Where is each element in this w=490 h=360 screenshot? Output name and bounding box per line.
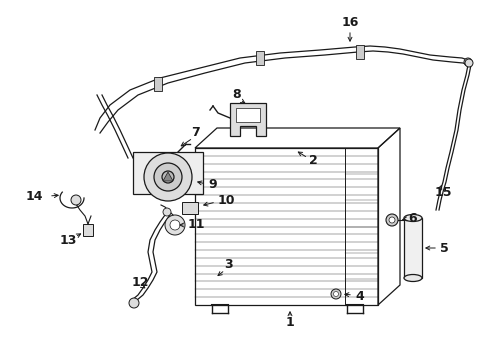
- Text: 3: 3: [224, 258, 232, 271]
- Circle shape: [129, 298, 139, 308]
- Bar: [154, 77, 162, 91]
- Circle shape: [464, 58, 472, 66]
- Ellipse shape: [404, 215, 422, 221]
- Bar: [83, 224, 93, 236]
- Circle shape: [154, 163, 182, 191]
- Text: 6: 6: [408, 211, 416, 225]
- Circle shape: [71, 195, 81, 205]
- Text: 10: 10: [218, 194, 236, 207]
- Text: 12: 12: [132, 275, 149, 288]
- Circle shape: [162, 171, 174, 183]
- Circle shape: [331, 289, 341, 299]
- Circle shape: [170, 220, 180, 230]
- Polygon shape: [230, 103, 266, 136]
- Bar: [404, 218, 422, 278]
- Text: 16: 16: [342, 15, 359, 28]
- Text: 7: 7: [191, 126, 199, 139]
- Ellipse shape: [404, 274, 422, 282]
- Bar: [182, 202, 198, 214]
- Text: 2: 2: [309, 153, 318, 166]
- Bar: [356, 45, 364, 59]
- Text: 14: 14: [25, 190, 43, 203]
- Polygon shape: [163, 172, 173, 181]
- Circle shape: [165, 215, 185, 235]
- Bar: [236, 108, 260, 122]
- Text: 11: 11: [188, 219, 205, 231]
- Text: 4: 4: [355, 289, 364, 302]
- Bar: [256, 51, 264, 65]
- Text: 13: 13: [59, 234, 77, 247]
- Circle shape: [163, 208, 171, 216]
- Text: 1: 1: [286, 315, 294, 328]
- Circle shape: [465, 59, 473, 67]
- Text: 15: 15: [435, 186, 452, 199]
- Circle shape: [389, 217, 395, 223]
- Text: 8: 8: [233, 89, 241, 102]
- Circle shape: [386, 214, 398, 226]
- Text: 9: 9: [208, 179, 217, 192]
- Circle shape: [334, 292, 339, 297]
- Circle shape: [144, 153, 192, 201]
- Text: 5: 5: [440, 242, 449, 255]
- Bar: [133, 152, 203, 194]
